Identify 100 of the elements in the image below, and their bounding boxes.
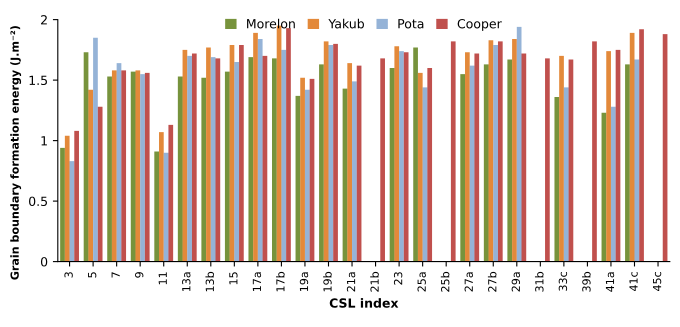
bar xyxy=(272,58,277,262)
bar xyxy=(470,66,474,262)
bar xyxy=(135,70,140,262)
bar xyxy=(107,76,112,262)
bar xyxy=(333,44,338,262)
bar xyxy=(304,90,310,262)
x-tick-label: 3 xyxy=(64,272,73,278)
x-tick-label: 7 xyxy=(112,272,120,278)
bar xyxy=(121,70,126,262)
bar xyxy=(328,45,334,262)
bar xyxy=(88,90,94,262)
x-tick-label: 41c xyxy=(629,272,638,292)
bar xyxy=(239,45,244,262)
bar xyxy=(201,78,206,262)
x-tick-label: 23 xyxy=(394,272,402,285)
x-tick-label: 17b xyxy=(276,272,285,292)
x-tick-label: 29a xyxy=(512,272,520,292)
bar xyxy=(187,56,192,262)
bar xyxy=(380,58,385,262)
bar xyxy=(427,68,432,262)
y-tick-label: 2 xyxy=(41,15,47,24)
bar xyxy=(144,72,150,262)
y-tick-label: 1.5 xyxy=(30,76,47,86)
bar xyxy=(64,136,70,262)
bar xyxy=(662,34,668,262)
bar xyxy=(296,96,300,262)
bar xyxy=(210,57,216,262)
bar xyxy=(493,45,498,262)
x-tick-label: 25b xyxy=(440,272,450,292)
x-tick-label: 21a xyxy=(346,272,356,292)
y-tick-label: 1 xyxy=(42,136,47,146)
bar xyxy=(356,66,362,262)
bar xyxy=(116,63,122,262)
bar xyxy=(248,57,254,262)
bar xyxy=(610,106,616,262)
bar xyxy=(262,56,268,262)
bar xyxy=(342,88,348,262)
legend-label: Cooper xyxy=(458,18,502,31)
bar xyxy=(130,72,136,262)
bar xyxy=(404,52,409,262)
legend-label: Pota xyxy=(398,19,424,28)
bar xyxy=(450,41,456,262)
legend-label: Yakub xyxy=(328,18,364,28)
bar xyxy=(554,97,560,262)
x-tick-label: 41a xyxy=(606,272,614,292)
bar xyxy=(592,41,597,262)
bar xyxy=(154,152,160,262)
bar xyxy=(230,45,234,262)
x-tick-label: 9 xyxy=(135,272,144,278)
bar xyxy=(625,64,630,262)
bar xyxy=(630,32,634,262)
x-tick-label: 27b xyxy=(488,272,496,292)
x-tick-label: 39b xyxy=(582,272,591,292)
bar xyxy=(281,50,286,262)
bar xyxy=(498,41,503,262)
bar xyxy=(286,28,291,262)
bar xyxy=(178,76,183,262)
bar xyxy=(216,58,220,262)
x-tick-label: 19b xyxy=(323,272,332,292)
x-axis-title: CSL index xyxy=(330,298,398,308)
y-tick-label: 0 xyxy=(40,257,48,267)
x-tick-label: 5 xyxy=(88,272,96,278)
x-tick-label: 17a xyxy=(252,272,262,292)
bar xyxy=(559,56,564,262)
bar xyxy=(634,60,640,262)
x-tick-label: 11 xyxy=(158,272,167,284)
bar xyxy=(84,52,88,262)
bar xyxy=(639,29,644,262)
bar xyxy=(390,68,394,262)
bar xyxy=(488,40,494,262)
bar xyxy=(60,148,65,262)
bar xyxy=(310,78,314,262)
bar xyxy=(70,161,74,262)
bar xyxy=(516,26,522,262)
bar xyxy=(484,64,489,262)
bar xyxy=(474,53,480,262)
bar xyxy=(460,74,466,262)
x-tick-label: 33c xyxy=(558,272,568,291)
bar xyxy=(399,51,404,262)
bar xyxy=(568,60,574,262)
bar xyxy=(168,124,174,262)
bar xyxy=(394,46,400,262)
bar xyxy=(140,74,145,262)
y-axis-title: Grain boundary formation energy (J.m⁻²) xyxy=(10,26,22,280)
bar xyxy=(234,62,240,262)
bar xyxy=(98,106,103,262)
bar xyxy=(192,53,197,262)
bar xyxy=(206,47,211,262)
bar xyxy=(324,41,328,262)
bar xyxy=(93,38,98,262)
bar xyxy=(159,132,164,262)
x-tick-label: 15 xyxy=(229,272,238,284)
bar xyxy=(224,72,230,262)
bar xyxy=(352,81,357,262)
bar xyxy=(522,53,526,262)
bar xyxy=(564,87,569,262)
x-tick-label: 19a xyxy=(300,272,308,292)
bar xyxy=(253,32,258,262)
x-tick-label: 45c xyxy=(652,272,662,292)
bar xyxy=(258,38,263,262)
